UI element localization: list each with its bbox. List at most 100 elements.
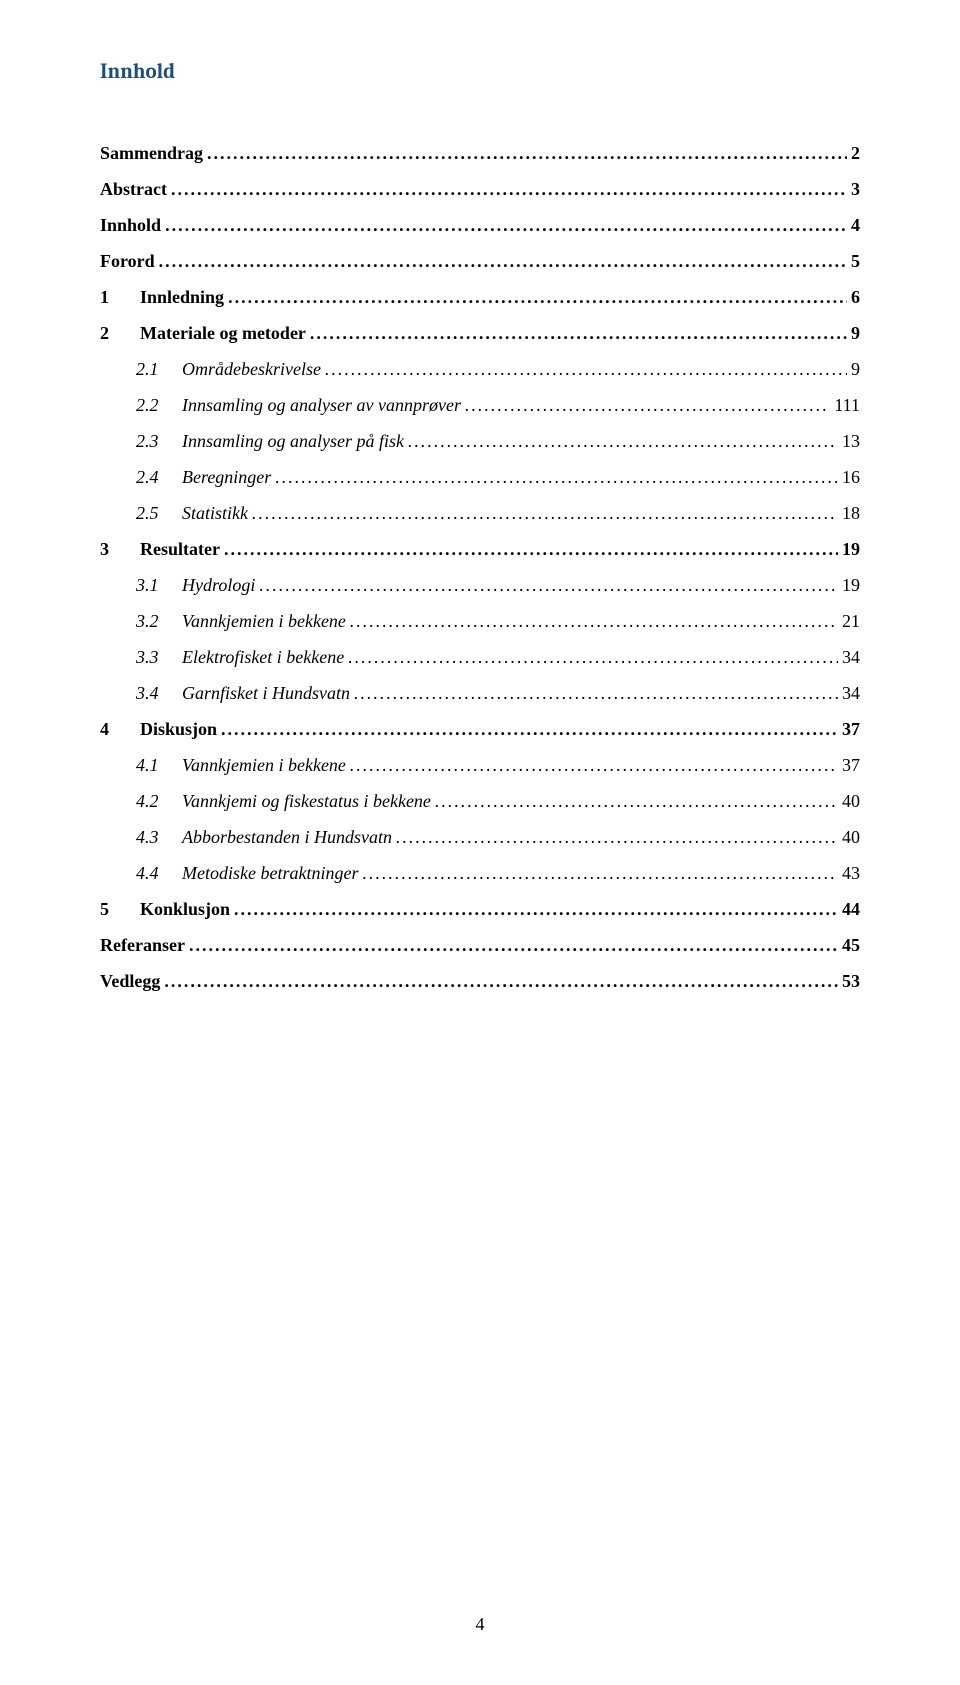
toc-entry-number: 2.2 — [136, 396, 182, 414]
toc-entry: 4.2Vannkjemi og fiskestatus i bekkene...… — [136, 792, 860, 810]
toc-entry-number: 5 — [100, 900, 140, 918]
toc-entry-page: 34 — [842, 684, 860, 702]
toc-leader-dots: ........................................… — [465, 396, 830, 414]
toc-entry: Sammendrag..............................… — [100, 144, 860, 162]
toc-entry: 2.5Statistikk...........................… — [136, 504, 860, 522]
toc-entry-number: 3 — [100, 540, 140, 558]
toc-entry-number: 2.1 — [136, 360, 182, 378]
toc-leader-dots: ........................................… — [350, 756, 838, 774]
toc-entry: 3Resultater.............................… — [100, 540, 860, 558]
toc-entry-page: 2 — [851, 144, 860, 162]
toc-entry-text: Metodiske betraktninger — [182, 864, 358, 882]
toc-entry: 4Diskusjon..............................… — [100, 720, 860, 738]
toc-entry: 1Innledning.............................… — [100, 288, 860, 306]
toc-entry-page: 43 — [842, 864, 860, 882]
toc-entry-number: 3.4 — [136, 684, 182, 702]
toc-entry-number: 2 — [100, 324, 140, 342]
toc-entry-number: 4.2 — [136, 792, 182, 810]
toc-entry-text: Beregninger — [182, 468, 271, 486]
toc-entry-number: 4.1 — [136, 756, 182, 774]
toc-leader-dots: ........................................… — [164, 972, 838, 990]
toc-entry: 3.2Vannkjemien i bekkene................… — [136, 612, 860, 630]
toc-entry-page: 37 — [842, 720, 860, 738]
toc-entry-text: Abborbestanden i Hundsvatn — [182, 828, 392, 846]
toc-leader-dots: ........................................… — [435, 792, 838, 810]
toc-entry-text: Diskusjon — [140, 720, 217, 738]
toc-entry-page: 18 — [842, 504, 860, 522]
toc-entry: 2.4Beregninger..........................… — [136, 468, 860, 486]
toc-entry-number: 3.1 — [136, 576, 182, 594]
toc-leader-dots: ........................................… — [396, 828, 838, 846]
toc-entry-page: 19 — [842, 540, 860, 558]
toc-entry-page: 40 — [842, 828, 860, 846]
toc-entry: 3.4Garnfisket i Hundsvatn...............… — [136, 684, 860, 702]
toc-entry-text: Statistikk — [182, 504, 248, 522]
toc-entry-text: Resultater — [140, 540, 220, 558]
toc-entry-text: Områdebeskrivelse — [182, 360, 321, 378]
toc-leader-dots: ........................................… — [189, 936, 838, 954]
toc-entry: 4.4Metodiske betraktninger..............… — [136, 864, 860, 882]
toc-leader-dots: ........................................… — [228, 288, 847, 306]
toc-entry-page: 5 — [851, 252, 860, 270]
toc-leader-dots: ........................................… — [252, 504, 838, 522]
toc-entry-page: 37 — [842, 756, 860, 774]
toc-entry-number: 1 — [100, 288, 140, 306]
toc-entry-text: Vannkjemien i bekkene — [182, 756, 346, 774]
toc-leader-dots: ........................................… — [350, 612, 838, 630]
toc-entry-number: 2.3 — [136, 432, 182, 450]
table-of-contents: Sammendrag..............................… — [100, 144, 860, 990]
toc-leader-dots: ........................................… — [408, 432, 838, 450]
toc-entry-number: 2.4 — [136, 468, 182, 486]
toc-entry-page: 4 — [851, 216, 860, 234]
toc-entry-page: 13 — [842, 432, 860, 450]
toc-entry: Forord..................................… — [100, 252, 860, 270]
toc-entry-page: 111 — [834, 396, 860, 414]
toc-leader-dots: ........................................… — [165, 216, 847, 234]
toc-entry-page: 34 — [842, 648, 860, 666]
toc-entry: 2.2Innsamling og analyser av vannprøver.… — [136, 396, 860, 414]
toc-entry-page: 6 — [851, 288, 860, 306]
toc-entry-text: Vannkjemien i bekkene — [182, 612, 346, 630]
toc-entry-text: Forord — [100, 252, 155, 270]
toc-entry: 4.3Abborbestanden i Hundsvatn...........… — [136, 828, 860, 846]
toc-entry-text: Garnfisket i Hundsvatn — [182, 684, 350, 702]
toc-entry: Innhold.................................… — [100, 216, 860, 234]
toc-entry-number: 3.2 — [136, 612, 182, 630]
toc-entry: 3.3Elektrofisket i bekkene..............… — [136, 648, 860, 666]
toc-entry-page: 40 — [842, 792, 860, 810]
toc-entry-text: Elektrofisket i bekkene — [182, 648, 344, 666]
document-page: Innhold Sammendrag......................… — [0, 0, 960, 1685]
toc-leader-dots: ........................................… — [171, 180, 847, 198]
toc-entry: Abstract................................… — [100, 180, 860, 198]
toc-entry-text: Referanser — [100, 936, 185, 954]
toc-entry-page: 45 — [842, 936, 860, 954]
toc-entry-text: Sammendrag — [100, 144, 203, 162]
toc-entry: 5Konklusjon.............................… — [100, 900, 860, 918]
toc-leader-dots: ........................................… — [224, 540, 838, 558]
toc-entry-page: 19 — [842, 576, 860, 594]
toc-entry-text: Vedlegg — [100, 972, 160, 990]
toc-leader-dots: ........................................… — [310, 324, 847, 342]
toc-entry-number: 4 — [100, 720, 140, 738]
toc-entry-text: Innledning — [140, 288, 224, 306]
toc-leader-dots: ........................................… — [325, 360, 847, 378]
toc-entry-number: 2.5 — [136, 504, 182, 522]
toc-entry-number: 4.3 — [136, 828, 182, 846]
toc-entry: Vedlegg.................................… — [100, 972, 860, 990]
toc-leader-dots: ........................................… — [221, 720, 838, 738]
toc-entry-page: 16 — [842, 468, 860, 486]
toc-entry-page: 9 — [851, 324, 860, 342]
toc-entry: 4.1Vannkjemien i bekkene................… — [136, 756, 860, 774]
toc-entry-text: Innhold — [100, 216, 161, 234]
toc-entry: Referanser..............................… — [100, 936, 860, 954]
toc-entry-page: 21 — [842, 612, 860, 630]
toc-entry: 3.1Hydrologi............................… — [136, 576, 860, 594]
toc-entry: 2.1Områdebeskrivelse....................… — [136, 360, 860, 378]
toc-leader-dots: ........................................… — [348, 648, 838, 666]
toc-entry-page: 3 — [851, 180, 860, 198]
toc-leader-dots: ........................................… — [275, 468, 838, 486]
toc-entry: 2.3Innsamling og analyser på fisk.......… — [136, 432, 860, 450]
toc-entry-text: Konklusjon — [140, 900, 230, 918]
toc-leader-dots: ........................................… — [159, 252, 847, 270]
toc-entry-number: 4.4 — [136, 864, 182, 882]
